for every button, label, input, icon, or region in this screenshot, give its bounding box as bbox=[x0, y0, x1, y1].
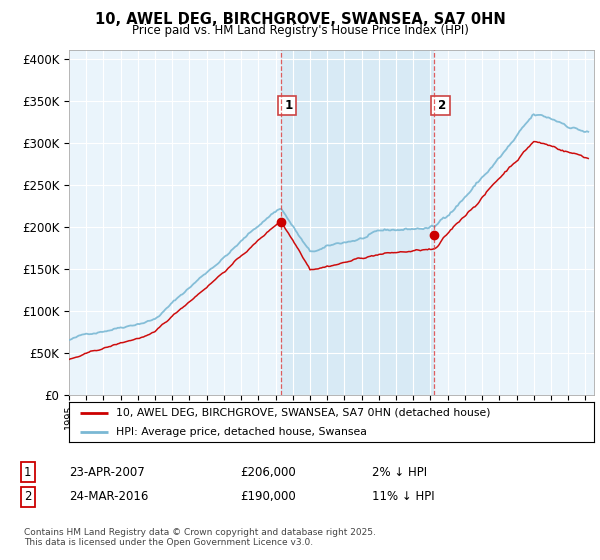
Text: 2: 2 bbox=[434, 99, 446, 112]
Text: 2% ↓ HPI: 2% ↓ HPI bbox=[372, 465, 427, 479]
Text: HPI: Average price, detached house, Swansea: HPI: Average price, detached house, Swan… bbox=[116, 427, 367, 436]
Text: 23-APR-2007: 23-APR-2007 bbox=[69, 465, 145, 479]
Text: 1: 1 bbox=[24, 465, 32, 479]
Text: 1: 1 bbox=[281, 99, 293, 112]
Text: 10, AWEL DEG, BIRCHGROVE, SWANSEA, SA7 0HN: 10, AWEL DEG, BIRCHGROVE, SWANSEA, SA7 0… bbox=[95, 12, 505, 27]
Text: 10, AWEL DEG, BIRCHGROVE, SWANSEA, SA7 0HN (detached house): 10, AWEL DEG, BIRCHGROVE, SWANSEA, SA7 0… bbox=[116, 408, 491, 418]
Text: 2: 2 bbox=[24, 490, 32, 503]
Text: £206,000: £206,000 bbox=[240, 465, 296, 479]
Text: 24-MAR-2016: 24-MAR-2016 bbox=[69, 490, 148, 503]
Text: 11% ↓ HPI: 11% ↓ HPI bbox=[372, 490, 434, 503]
Text: Contains HM Land Registry data © Crown copyright and database right 2025.
This d: Contains HM Land Registry data © Crown c… bbox=[24, 528, 376, 547]
Text: £190,000: £190,000 bbox=[240, 490, 296, 503]
Bar bbox=[281, 50, 434, 395]
Text: Price paid vs. HM Land Registry's House Price Index (HPI): Price paid vs. HM Land Registry's House … bbox=[131, 24, 469, 37]
